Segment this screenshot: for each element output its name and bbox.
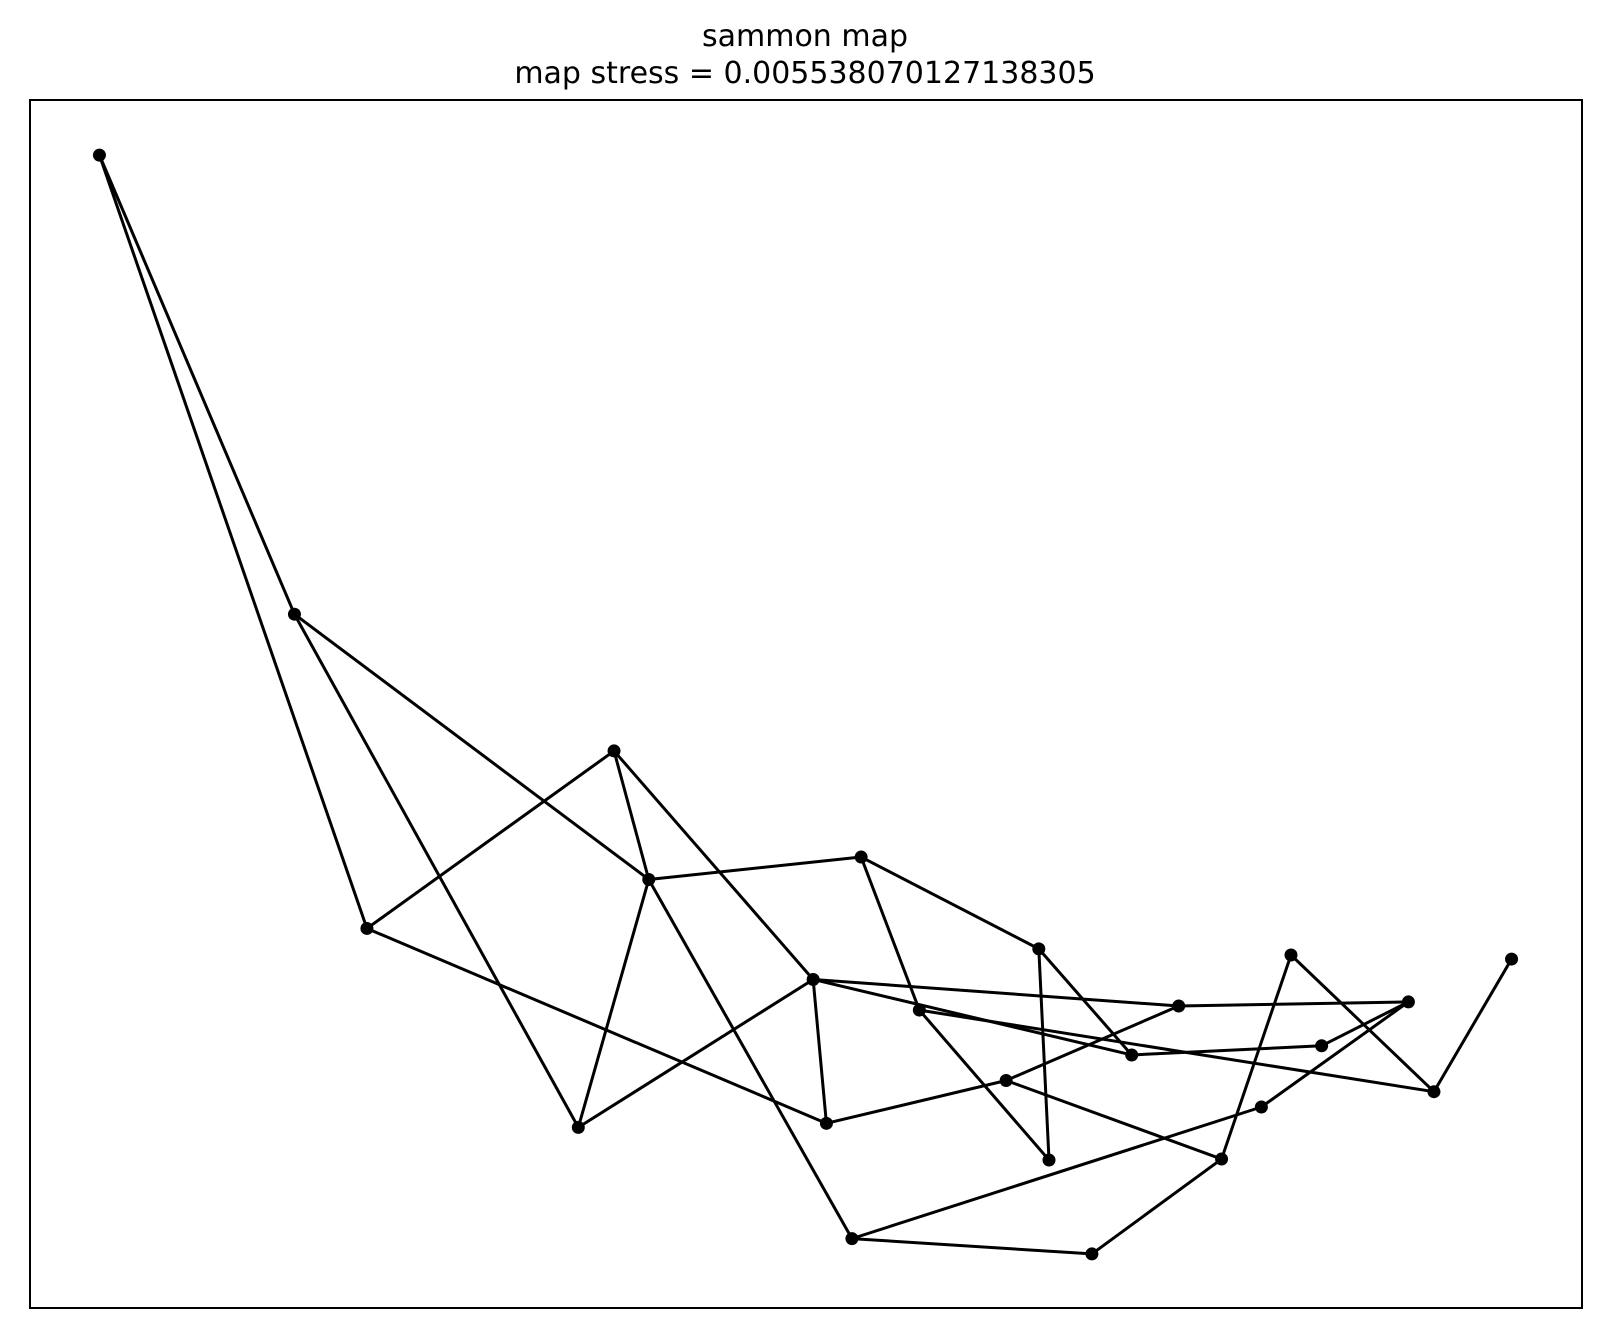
edge-9-14 [851,1237,1092,1256]
node-11 [999,1073,1013,1087]
node-4 [571,1120,585,1134]
edge-8-11 [826,1079,1007,1125]
edge-5-9 [647,878,854,1240]
edge-2-8 [366,927,828,1125]
node-8 [819,1116,833,1130]
node-21 [1401,995,1415,1009]
edge-22-23 [1432,958,1513,1093]
node-23 [1505,952,1519,966]
chart-subtitle: map stress = 0.005538070127138305 [514,56,1095,91]
node-13 [1042,1153,1056,1167]
edge-9-18 [851,1105,1262,1241]
edge-19-22 [1289,953,1435,1093]
edge-0-1 [98,154,296,615]
node-12 [1032,942,1046,956]
edge-7-8 [811,979,828,1124]
edge-17-19 [1220,954,1293,1160]
edge-3-7 [612,749,815,981]
nodes-layer [92,148,1519,1261]
edge-7-16 [813,977,1179,1008]
edge-4-5 [576,879,651,1128]
node-5 [642,872,656,886]
node-22 [1427,1085,1441,1099]
node-20 [1315,1039,1329,1053]
edge-10-13 [918,1009,1051,1162]
node-19 [1284,948,1298,962]
chart-title: sammon map [702,19,908,54]
node-15 [1125,1048,1139,1062]
edge-3-5 [612,750,651,880]
node-17 [1215,1152,1229,1166]
node-2 [360,921,374,935]
edge-15-20 [1131,1044,1322,1057]
edge-14-17 [1091,1157,1223,1256]
edge-2-3 [366,749,615,930]
edge-0-2 [98,154,369,929]
edge-5-6 [648,855,862,881]
node-1 [287,607,301,621]
plot-frame [29,99,1583,1309]
node-6 [854,850,868,864]
edges-layer [98,154,1513,1256]
node-14 [1085,1247,1099,1261]
edge-10-22 [919,1008,1435,1094]
node-3 [607,744,621,758]
node-9 [845,1232,859,1246]
edge-1-4 [293,613,580,1129]
edge-1-5 [293,613,650,881]
edge-18-21 [1260,1000,1410,1109]
edge-20-21 [1320,1000,1410,1048]
edge-6-10 [859,856,921,1011]
edge-12-13 [1037,948,1051,1161]
edge-4-7 [577,978,814,1129]
edge-16-21 [1178,1000,1409,1008]
edge-12-15 [1037,947,1133,1056]
edge-11-17 [1005,1079,1223,1161]
edge-6-12 [860,855,1040,951]
node-10 [912,1003,926,1017]
node-7 [806,972,820,986]
node-0 [92,148,106,162]
edge-11-16 [1005,1004,1180,1082]
node-18 [1254,1100,1268,1114]
node-16 [1172,999,1186,1013]
